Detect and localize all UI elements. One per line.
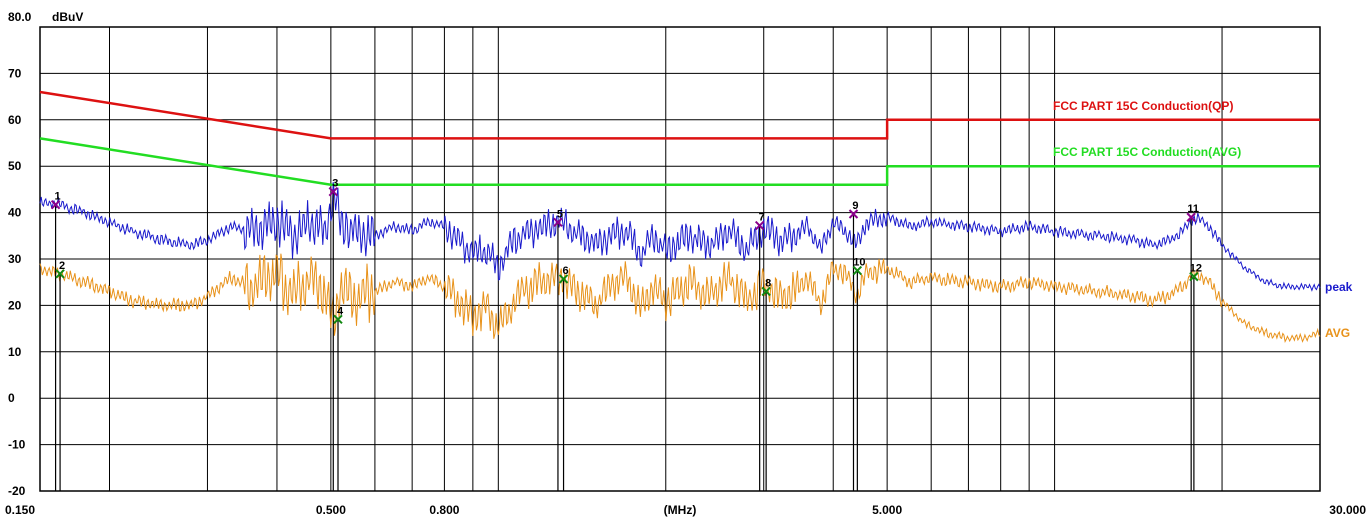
x-tick-label: 0.150 bbox=[5, 503, 35, 517]
y-tick-label: 50 bbox=[8, 159, 22, 173]
series-label: peak bbox=[1325, 280, 1353, 294]
marker-number: 5 bbox=[557, 208, 563, 220]
data-series: peak AVG bbox=[39, 182, 1353, 343]
y-tick-label: 20 bbox=[8, 298, 22, 312]
marker-cross bbox=[50, 200, 61, 210]
series-label: AVG bbox=[1325, 326, 1350, 340]
x-tick-label: 0.800 bbox=[429, 503, 459, 517]
marker-cross bbox=[55, 269, 65, 279]
marker-cross bbox=[848, 209, 859, 219]
marker-cross bbox=[553, 217, 563, 228]
x-axis-unit-label: (MHz) bbox=[664, 503, 697, 517]
x-tick-labels: 0.150 0.500 0.800 5.000 30.000 bbox=[5, 503, 1366, 517]
marker-cross bbox=[1189, 271, 1199, 282]
y-tick-label: -20 bbox=[8, 484, 26, 498]
marker-number: 12 bbox=[1190, 263, 1202, 275]
marker-number: 4 bbox=[337, 305, 344, 317]
y-tick-label: 0 bbox=[8, 391, 15, 405]
y-tick-label: 40 bbox=[8, 206, 22, 220]
y-tick-labels: 80.0 70 60 50 40 30 20 10 0 -10 -20 bbox=[8, 10, 32, 498]
marker-cross bbox=[558, 274, 569, 284]
marker-number: 3 bbox=[332, 178, 338, 190]
marker-cross bbox=[761, 286, 771, 297]
marker-number: 1 bbox=[55, 191, 61, 203]
y-tick-label: 80.0 bbox=[8, 10, 32, 24]
marker-number: 9 bbox=[852, 200, 858, 212]
marker-cross bbox=[754, 220, 765, 231]
y-axis-unit-label: dBuV bbox=[52, 10, 83, 24]
limit-lines: FCC PART 15C Conduction(QP) FCC PART 15C … bbox=[39, 90, 1320, 187]
y-tick-label: 10 bbox=[8, 345, 22, 359]
x-tick-label: 0.500 bbox=[316, 503, 346, 517]
marker-cross bbox=[328, 187, 338, 197]
limit-line-label: FCC PART 15C Conduction(QP) bbox=[1053, 99, 1233, 113]
marker-number: 11 bbox=[1187, 203, 1199, 215]
marker-number: 7 bbox=[759, 212, 765, 224]
marker-number: 6 bbox=[562, 265, 568, 277]
series-line bbox=[39, 253, 1321, 343]
marker-cross bbox=[852, 265, 863, 276]
x-tick-label: 5.000 bbox=[872, 503, 902, 517]
limit-line-label: FCC PART 15C Conduction(AVG) bbox=[1053, 145, 1241, 159]
x-tick-label: 30.000 bbox=[1329, 503, 1366, 517]
marker-cross bbox=[1186, 212, 1196, 222]
limit-line bbox=[39, 137, 1320, 187]
y-tick-label: 30 bbox=[8, 252, 22, 266]
marker-number: 8 bbox=[765, 277, 771, 289]
marker-number: 2 bbox=[59, 260, 65, 272]
y-tick-label: 60 bbox=[8, 113, 22, 127]
series-line bbox=[39, 182, 1321, 292]
plot-frame bbox=[39, 26, 1321, 492]
y-tick-label: 70 bbox=[8, 66, 22, 80]
y-tick-label: -10 bbox=[8, 438, 26, 452]
marker-number: 10 bbox=[853, 257, 865, 269]
limit-line bbox=[39, 90, 1320, 140]
marker-cross bbox=[333, 314, 343, 325]
